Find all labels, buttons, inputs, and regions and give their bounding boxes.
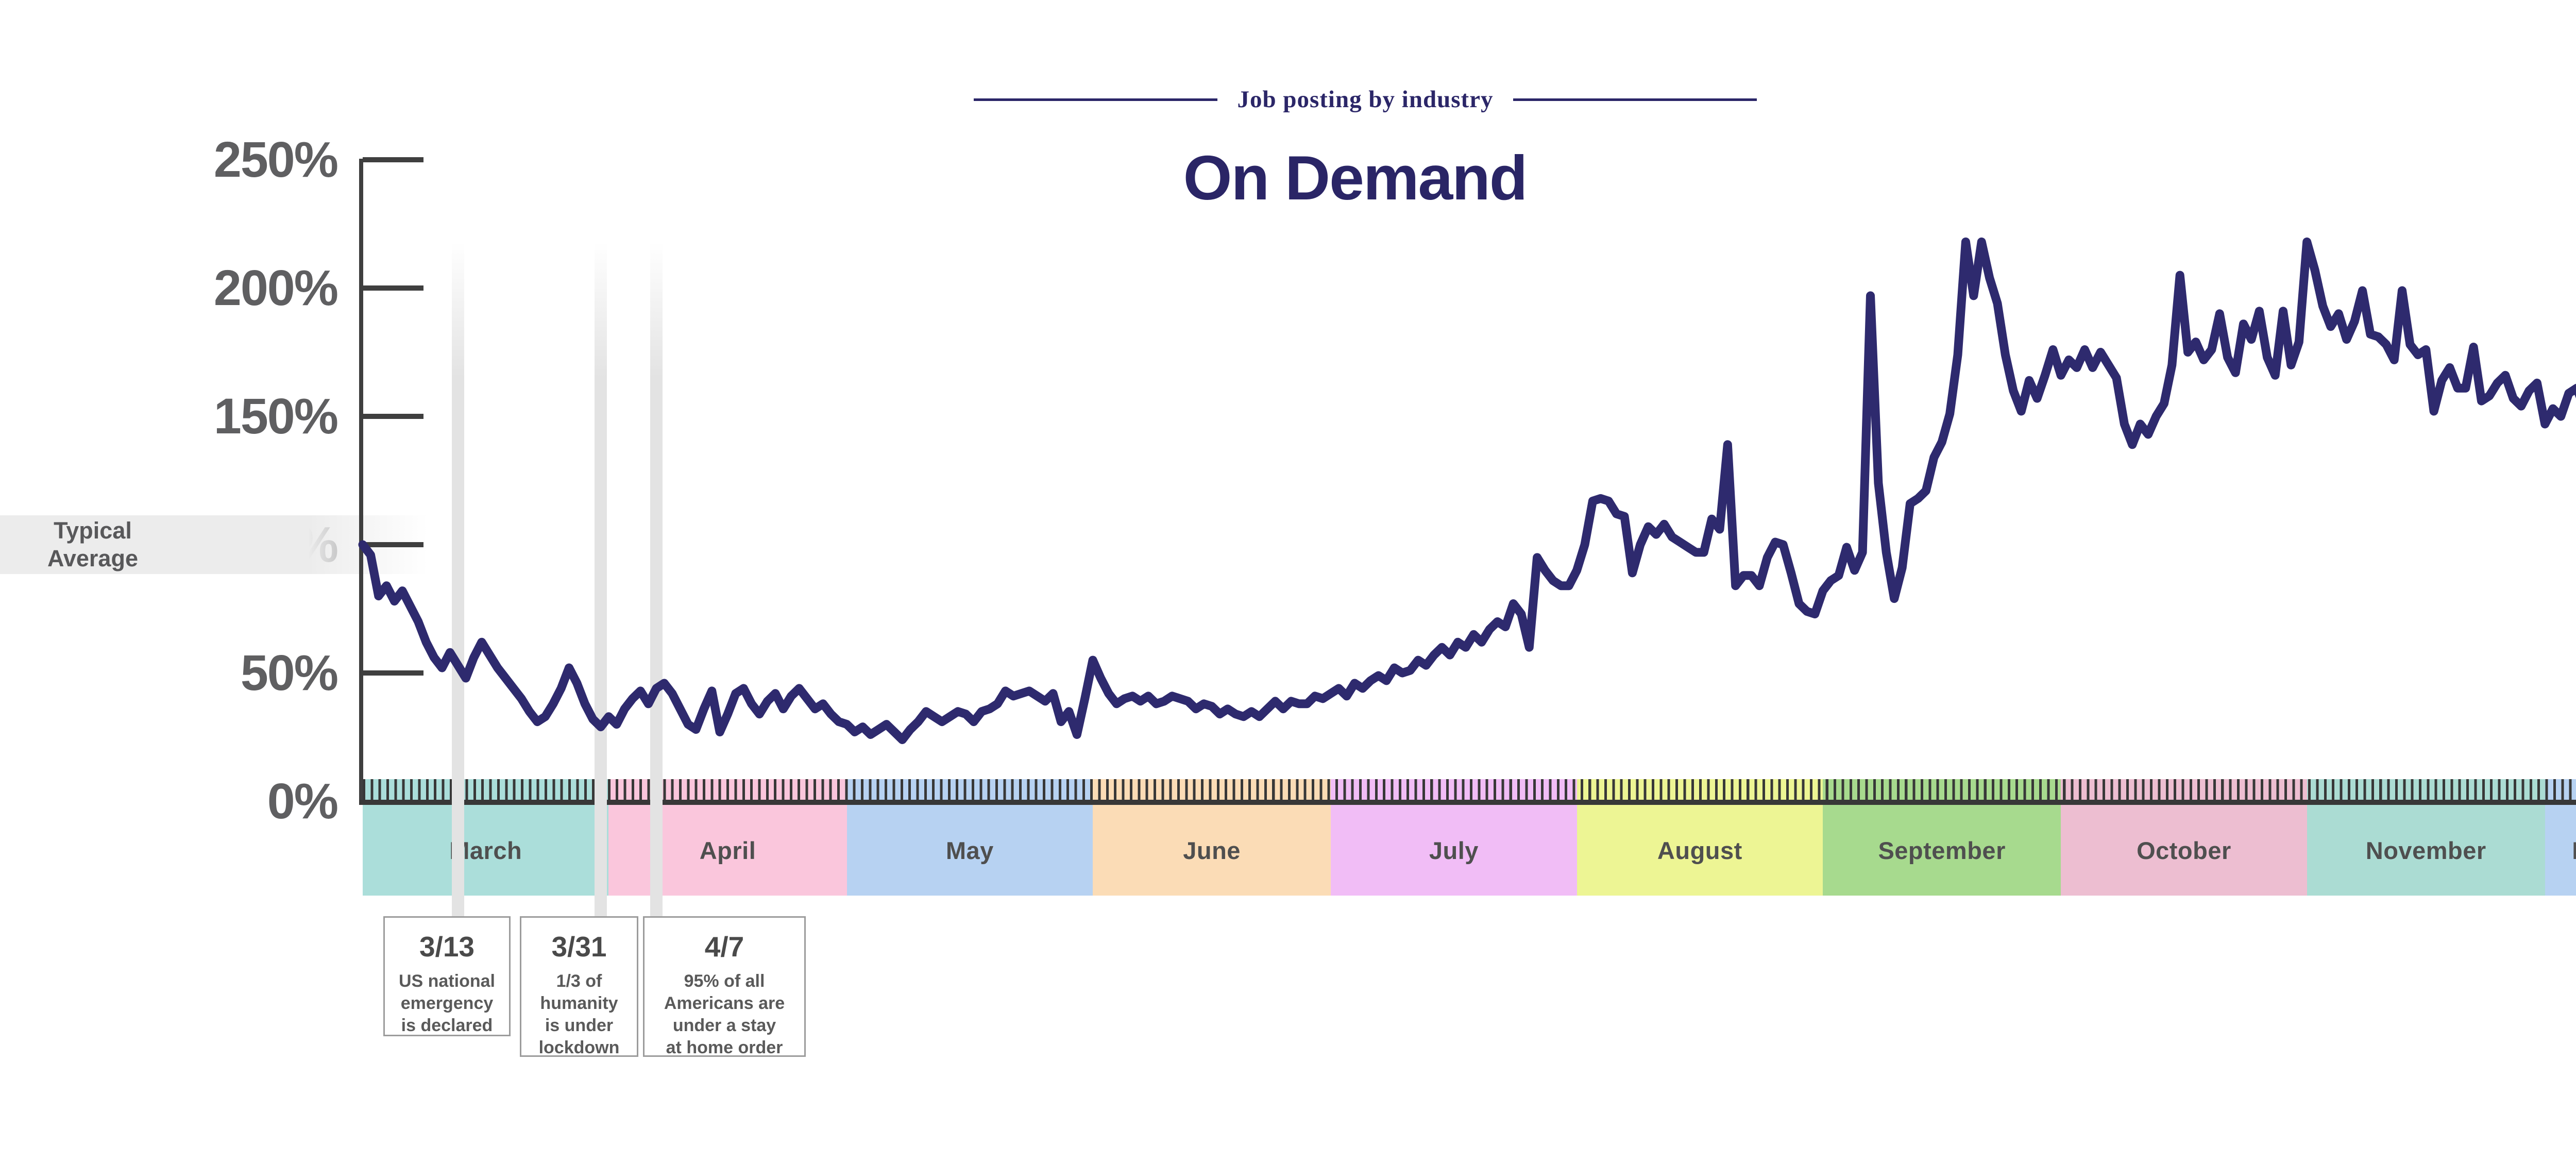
month-band-september: September [1823, 805, 2061, 896]
month-band-dec: Dec. [2545, 805, 2576, 896]
day-tick-ruler [363, 779, 2576, 800]
event-description: US national emergency is declared [398, 971, 496, 1035]
eyebrow-rule-left [974, 98, 1218, 101]
page-title: On Demand [1183, 143, 1528, 213]
month-band-october: October [2061, 805, 2307, 896]
chart-eyebrow: Job posting by industry [974, 81, 1757, 117]
y-axis-label: 150% [213, 388, 338, 444]
y-axis-tick [363, 542, 423, 547]
chart-subtitle: Job posting by industry [1237, 86, 1494, 113]
typical-average-label: Typical Average [47, 517, 138, 571]
y-axis-label: 250% [213, 131, 338, 188]
event-line-3-13 [451, 242, 464, 917]
y-axis-tick [363, 414, 423, 419]
y-axis-tick [363, 670, 423, 676]
eyebrow-rule-right [1513, 98, 1757, 101]
event-date: 4/7 [704, 931, 744, 963]
y-axis-label: 0% [267, 773, 338, 829]
event-box-4-7: 4/7 95% of all Americans are under a stay at… [643, 916, 806, 1057]
on-demand-line [358, 237, 2576, 744]
event-box-3-13: 3/13 US national emergency is declared [383, 916, 511, 1036]
x-axis [359, 800, 2576, 805]
event-description: 95% of all Americans are under a stay at ho… [664, 971, 785, 1057]
event-box-3-31: 3/31 1/3 of humanity is under lockdown [520, 916, 638, 1057]
month-band-june: June [1093, 805, 1331, 896]
y-axis-label: 50% [240, 645, 338, 701]
event-description: 1/3 of humanity is under lockdown [538, 971, 620, 1057]
event-date: 3/31 [551, 931, 607, 963]
event-line-3-31 [595, 242, 607, 917]
y-axis-label: 200% [213, 260, 338, 316]
month-band-august: August [1577, 805, 1823, 896]
month-band-november: November [2307, 805, 2545, 896]
event-line-4-7 [650, 242, 663, 917]
y-axis-tick [363, 157, 423, 162]
y-axis [359, 159, 363, 805]
month-band-july: July [1331, 805, 1577, 896]
y-axis-tick [363, 285, 423, 291]
typical-average-band [0, 515, 428, 574]
month-band-april: April [608, 805, 847, 896]
month-band-march: March [363, 805, 609, 896]
month-band-may: May [846, 805, 1093, 896]
event-date: 3/13 [419, 931, 475, 963]
